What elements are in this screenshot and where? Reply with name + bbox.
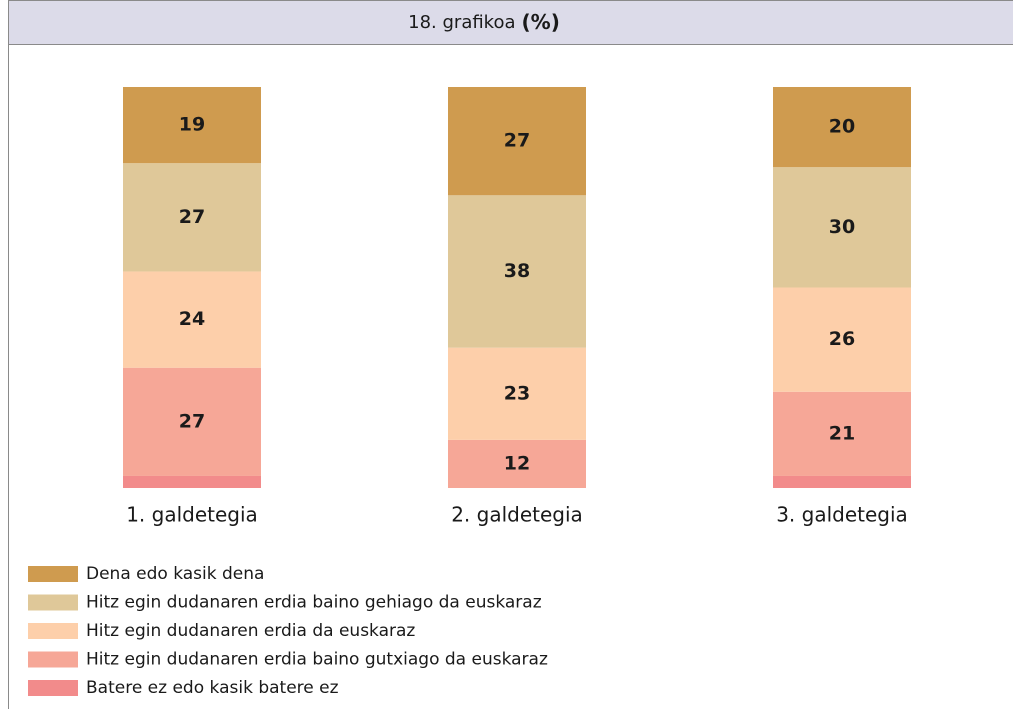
legend-swatch — [28, 566, 78, 582]
bar-segment — [448, 439, 586, 488]
legend-swatch — [28, 651, 78, 668]
data-label: 38 — [504, 260, 530, 282]
chart-title: 18. grafikoa (%) — [408, 10, 560, 34]
bar-segment — [123, 163, 261, 272]
legend-swatch — [28, 680, 78, 696]
bar-segment — [773, 287, 911, 392]
bar-segment — [773, 475, 911, 488]
data-label: 23 — [504, 382, 530, 404]
x-tick-label: 2. galdetegia — [451, 503, 583, 527]
title-bar — [8, 0, 1013, 45]
x-tick-label: 3. galdetegia — [776, 503, 908, 527]
data-label: 21 — [829, 422, 855, 444]
legend-swatch — [28, 623, 78, 639]
legend-swatch — [28, 594, 78, 611]
x-tick-label: 1. galdetegia — [126, 503, 258, 527]
title-text: 18. grafikoa — [408, 12, 515, 33]
data-label: 26 — [829, 328, 855, 350]
legend-label: Hitz egin dudanaren erdia baino gehiago … — [86, 593, 542, 613]
legend-label: Hitz egin dudanaren erdia baino gutxiago… — [86, 650, 548, 670]
data-label: 24 — [179, 308, 205, 330]
data-label: 20 — [829, 116, 855, 138]
title-unit: (%) — [522, 10, 560, 34]
bar-segment — [123, 271, 261, 368]
bar-segment — [123, 475, 261, 488]
bar-segment — [123, 367, 261, 476]
legend-label: Hitz egin dudanaren erdia da euskaraz — [86, 621, 415, 641]
bar-segment — [773, 167, 911, 288]
data-label: 27 — [179, 410, 205, 432]
bar-segment — [448, 195, 586, 348]
data-label: 12 — [504, 452, 530, 474]
data-label: 27 — [179, 206, 205, 228]
bar-segment — [773, 391, 911, 476]
legend-label: Batere ez edo kasik batere ez — [86, 678, 339, 698]
bar-segment — [773, 87, 911, 168]
bar-segment — [448, 347, 586, 440]
data-label: 30 — [829, 216, 855, 238]
bar-segment — [448, 87, 586, 196]
legend-label: Dena edo kasik dena — [86, 564, 264, 584]
data-label: 27 — [504, 130, 530, 152]
data-label: 19 — [179, 114, 205, 136]
bar-segment — [123, 87, 261, 164]
